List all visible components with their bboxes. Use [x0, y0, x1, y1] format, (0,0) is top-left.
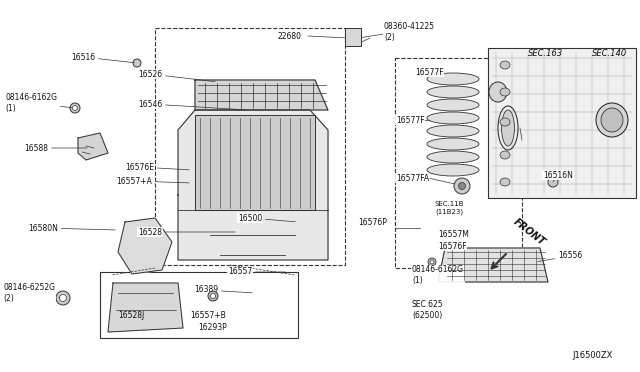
Circle shape	[548, 177, 558, 187]
Circle shape	[72, 106, 77, 110]
Circle shape	[208, 291, 218, 301]
Circle shape	[430, 260, 434, 264]
Circle shape	[428, 258, 436, 266]
Text: 16576E: 16576E	[125, 163, 189, 171]
Text: FRONT: FRONT	[512, 216, 547, 247]
Ellipse shape	[500, 151, 510, 159]
Circle shape	[454, 178, 470, 194]
Text: 08146-6162G
(1): 08146-6162G (1)	[412, 265, 464, 285]
Text: 16557M: 16557M	[438, 230, 469, 238]
Circle shape	[458, 183, 465, 189]
Ellipse shape	[427, 112, 479, 124]
Text: 16557: 16557	[228, 267, 285, 276]
Ellipse shape	[502, 110, 515, 146]
Circle shape	[56, 291, 70, 305]
Bar	[195, 115, 315, 210]
Text: 16528J: 16528J	[118, 311, 144, 321]
Ellipse shape	[427, 151, 479, 163]
Text: SEC.625
(62500): SEC.625 (62500)	[412, 300, 444, 320]
Circle shape	[70, 103, 80, 113]
Text: 16528: 16528	[138, 228, 236, 237]
Ellipse shape	[427, 125, 479, 137]
Polygon shape	[78, 133, 108, 160]
Ellipse shape	[489, 82, 507, 102]
Text: 16557+A: 16557+A	[116, 176, 189, 186]
Text: 16556: 16556	[538, 251, 582, 262]
Text: 16546: 16546	[138, 99, 245, 110]
Text: J16500ZX: J16500ZX	[572, 350, 612, 359]
Ellipse shape	[427, 164, 479, 176]
Text: 16516: 16516	[71, 52, 134, 63]
Text: 22680: 22680	[278, 32, 302, 41]
Bar	[488, 48, 636, 198]
Text: SEC.140: SEC.140	[592, 48, 627, 58]
Ellipse shape	[427, 86, 479, 98]
Text: 08146-6252G
(2): 08146-6252G (2)	[3, 283, 60, 303]
Text: 16577FA: 16577FA	[396, 173, 429, 183]
Polygon shape	[195, 80, 328, 110]
Polygon shape	[178, 110, 328, 260]
Polygon shape	[118, 218, 172, 274]
Text: 16580N: 16580N	[28, 224, 115, 232]
Text: 16500: 16500	[237, 214, 295, 222]
Circle shape	[211, 294, 216, 298]
Ellipse shape	[500, 178, 510, 186]
Text: 16577F: 16577F	[396, 115, 424, 125]
Text: 16389: 16389	[194, 285, 252, 295]
Polygon shape	[438, 248, 548, 282]
Ellipse shape	[500, 61, 510, 69]
Circle shape	[348, 33, 358, 43]
Polygon shape	[108, 283, 183, 332]
Text: 16557+B: 16557+B	[190, 311, 226, 321]
Text: 16293P: 16293P	[198, 323, 227, 331]
Text: 16576P: 16576P	[358, 218, 387, 227]
Ellipse shape	[427, 99, 479, 111]
Ellipse shape	[596, 103, 628, 137]
Ellipse shape	[601, 108, 623, 132]
Circle shape	[60, 295, 67, 301]
Text: 16516N: 16516N	[543, 170, 573, 182]
Ellipse shape	[427, 138, 479, 150]
Text: 16577F: 16577F	[415, 67, 444, 77]
Text: 08360-41225
(2): 08360-41225 (2)	[384, 22, 435, 42]
Text: 08146-6162G
(1): 08146-6162G (1)	[5, 93, 72, 113]
Bar	[345, 28, 361, 46]
Text: 16526: 16526	[138, 70, 215, 82]
Circle shape	[133, 59, 141, 67]
Text: 16576F: 16576F	[438, 241, 467, 250]
Ellipse shape	[427, 73, 479, 85]
Text: 16588: 16588	[24, 144, 87, 153]
Ellipse shape	[500, 88, 510, 96]
Ellipse shape	[500, 118, 510, 126]
Text: SEC.11B
(11B23): SEC.11B (11B23)	[435, 201, 465, 215]
Text: SEC.163: SEC.163	[528, 48, 563, 58]
